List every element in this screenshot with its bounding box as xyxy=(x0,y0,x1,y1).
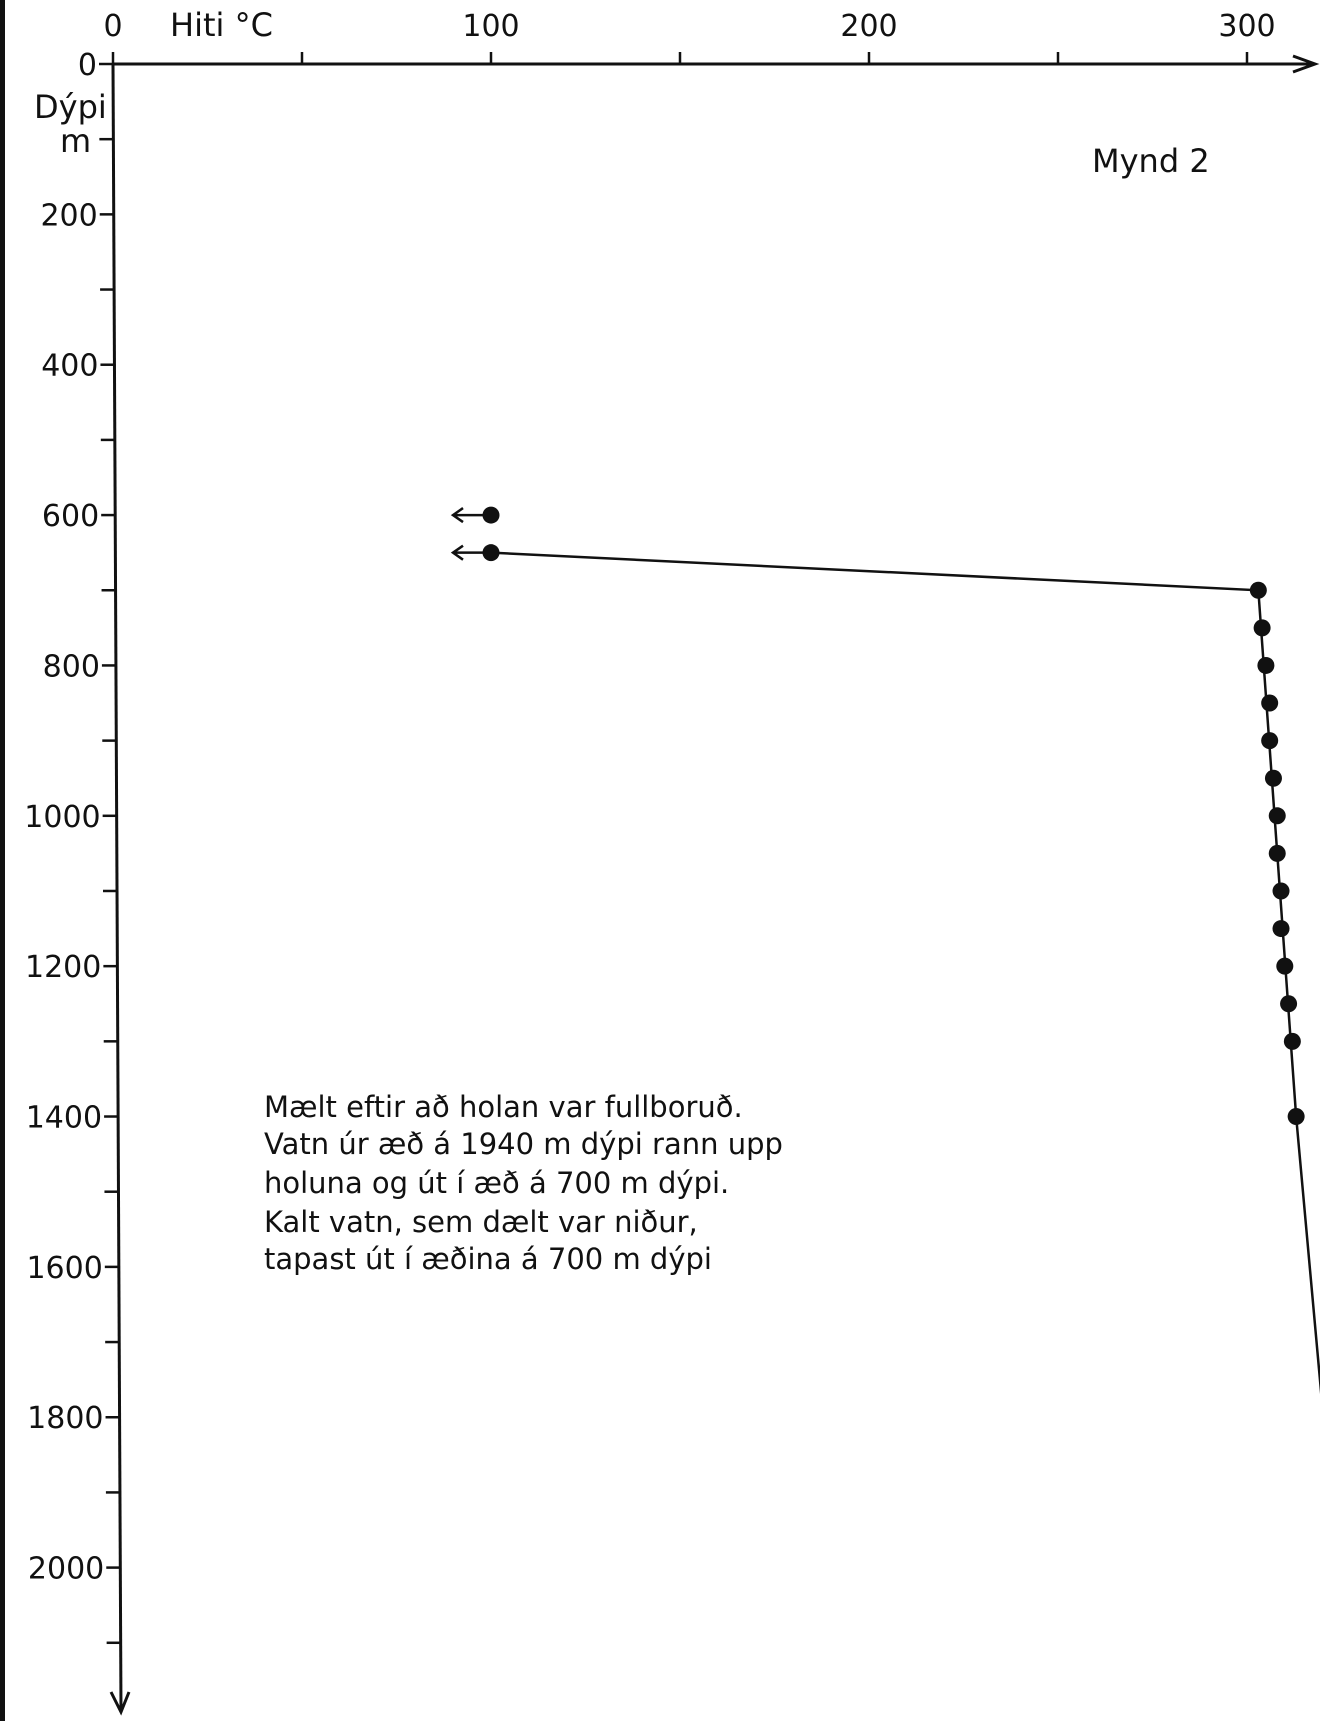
y-tick-label: 2000 xyxy=(28,1552,104,1587)
data-point xyxy=(1268,807,1286,825)
annotation-line-5: tapast út í æðina á 700 m dýpi xyxy=(264,1242,712,1276)
y-tick-label: 1200 xyxy=(25,950,101,985)
y-tick-label: 1600 xyxy=(26,1251,102,1286)
data-point xyxy=(1261,732,1279,750)
data-point xyxy=(1283,1032,1301,1050)
y-axis-label-line-2: m xyxy=(60,122,91,160)
annotation-line-2: Vatn úr æð á 1940 m dýpi rann upp xyxy=(264,1127,783,1161)
y-ticks xyxy=(99,62,121,1645)
data-point xyxy=(482,544,500,562)
y-tick-label: 1000 xyxy=(24,800,100,835)
data-point xyxy=(1257,656,1275,674)
y-tick-label: 1400 xyxy=(26,1101,102,1136)
y-tick-label: 600 xyxy=(42,499,99,534)
series-points xyxy=(450,506,1305,1126)
y-tick-label: 400 xyxy=(41,349,98,384)
data-point xyxy=(1287,1108,1305,1126)
x-tick-label: 100 xyxy=(462,9,519,44)
annotation-line-1: Mælt eftir að holan var fullboruð. xyxy=(264,1090,743,1124)
y-axis-label-line-1: Dýpi xyxy=(34,88,107,126)
annotation-line-3: holuna og út í æð á 700 m dýpi. xyxy=(264,1166,729,1200)
y-tick-label: 800 xyxy=(43,649,100,684)
y-axis-line xyxy=(111,63,123,1713)
x-tick-label: 300 xyxy=(1218,9,1275,44)
annotation-line-4: Kalt vatn, sem dælt var niður, xyxy=(264,1205,698,1239)
y-tick-label: 1800 xyxy=(27,1401,103,1436)
data-point xyxy=(1276,957,1294,975)
data-point xyxy=(1249,581,1267,599)
temperature-profile-line xyxy=(490,551,1320,1395)
x-ticks xyxy=(111,52,1249,64)
data-point xyxy=(1253,619,1271,637)
data-point xyxy=(1264,769,1282,787)
y-tick-labels: 0 200 400 600 800 1000 1200 1400 1600 1800 2000 xyxy=(24,48,104,1587)
left-border xyxy=(0,0,5,1721)
point-arrow-left xyxy=(450,507,483,524)
x-tick-labels: 0 100 200 300 xyxy=(103,9,1275,44)
annotation-block: Mælt eftir að holan var fullboruð. Vatn … xyxy=(264,1090,783,1276)
data-point xyxy=(1272,882,1290,900)
x-tick-label: 0 xyxy=(103,9,122,44)
x-axis-arrowhead xyxy=(1292,54,1320,74)
x-axis-label: Hiti °C xyxy=(170,6,273,44)
y-tick-label: 0 xyxy=(78,48,97,83)
data-point xyxy=(1272,920,1290,938)
data-point xyxy=(1261,694,1279,712)
chart-title: Mynd 2 xyxy=(1092,142,1210,180)
data-point xyxy=(1280,995,1298,1013)
x-tick-label: 200 xyxy=(840,9,897,44)
y-axis-arrowhead xyxy=(109,1691,131,1716)
data-point xyxy=(482,506,500,524)
data-point xyxy=(1268,844,1286,862)
point-arrow-left xyxy=(450,544,483,561)
y-tick-label: 200 xyxy=(40,198,97,233)
